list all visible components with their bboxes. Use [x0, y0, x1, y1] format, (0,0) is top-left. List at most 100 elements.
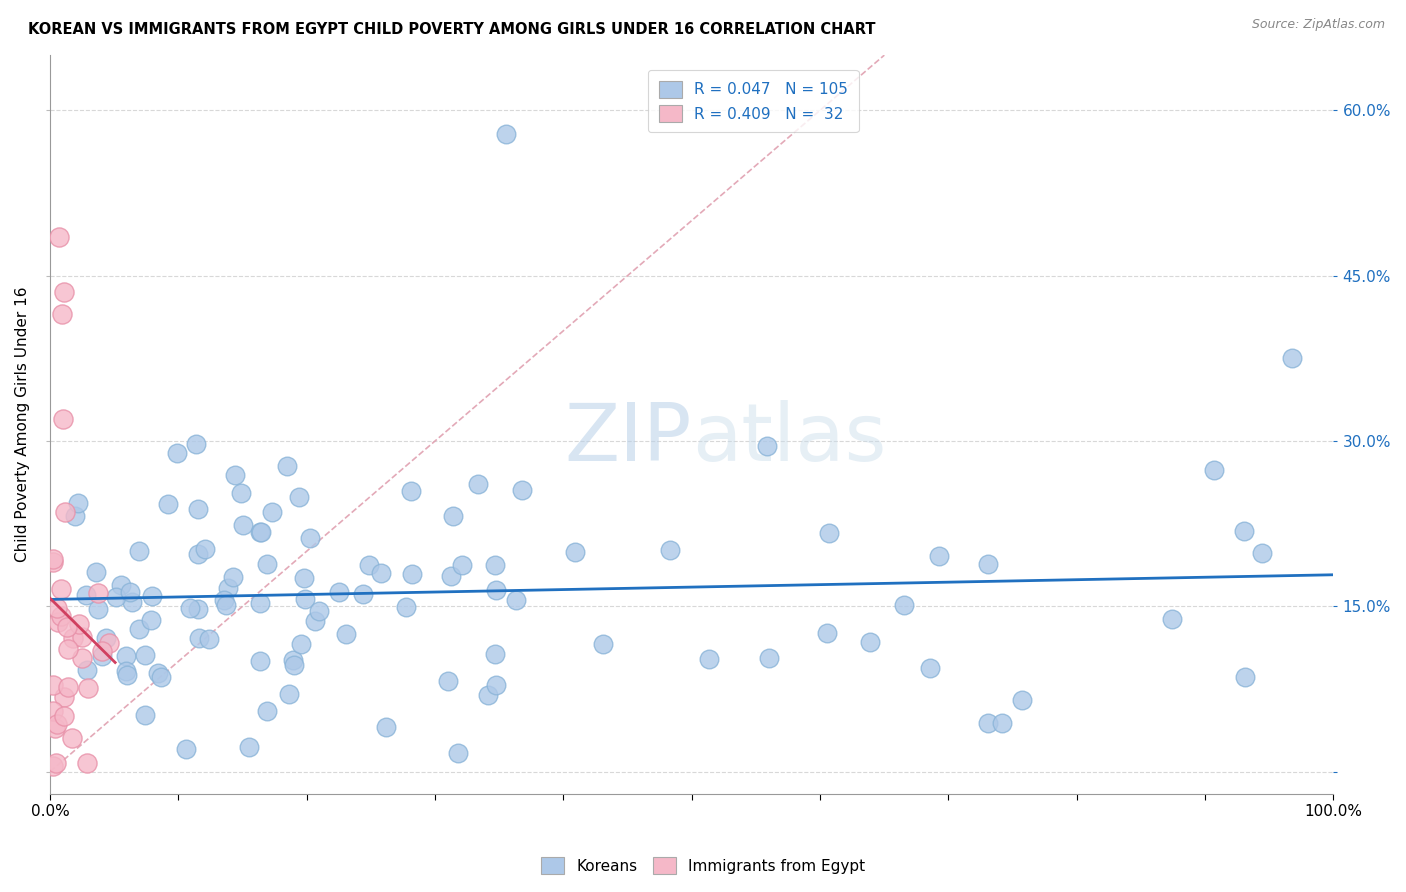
- Point: [49, 608, 72, 623]
- Point: [60, 731, 83, 746]
- Point: [87, 601, 110, 615]
- Y-axis label: Child Poverty Among Girls Under 16: Child Poverty Among Girls Under 16: [15, 286, 30, 562]
- Point: [90, 648, 112, 663]
- Point: [484, 558, 506, 572]
- Point: [249, 524, 271, 539]
- Point: [374, 720, 396, 734]
- Point: [440, 569, 463, 583]
- Point: [352, 587, 374, 601]
- Point: [1160, 611, 1182, 625]
- Point: [104, 591, 127, 605]
- Point: [150, 670, 173, 684]
- Point: [249, 525, 271, 540]
- Point: [187, 502, 209, 516]
- Point: [1232, 524, 1254, 538]
- Point: [41, 555, 63, 569]
- Point: [53, 690, 76, 704]
- Point: [564, 544, 586, 558]
- Point: [928, 549, 950, 563]
- Point: [222, 570, 245, 584]
- Point: [46, 615, 69, 630]
- Point: [485, 582, 508, 597]
- Point: [198, 632, 221, 646]
- Point: [110, 577, 132, 591]
- Point: [249, 596, 271, 610]
- Point: [115, 668, 138, 682]
- Point: [141, 589, 163, 603]
- Point: [893, 598, 915, 612]
- Point: [304, 615, 326, 629]
- Legend: R = 0.047   N = 105, R = 0.409   N =  32: R = 0.047 N = 105, R = 0.409 N = 32: [648, 70, 859, 133]
- Point: [699, 651, 721, 665]
- Point: [485, 678, 508, 692]
- Point: [294, 591, 316, 606]
- Point: [67, 617, 90, 632]
- Point: [56, 641, 79, 656]
- Point: [212, 593, 235, 607]
- Point: [256, 704, 278, 718]
- Point: [238, 739, 260, 754]
- Point: [281, 653, 304, 667]
- Point: [1250, 546, 1272, 560]
- Text: atlas: atlas: [692, 401, 886, 478]
- Point: [328, 585, 350, 599]
- Point: [75, 589, 97, 603]
- Point: [249, 654, 271, 668]
- Point: [51, 307, 73, 321]
- Text: ZIP: ZIP: [564, 401, 692, 478]
- Point: [62, 631, 84, 645]
- Point: [179, 601, 201, 615]
- Point: [335, 627, 357, 641]
- Point: [128, 623, 150, 637]
- Point: [467, 477, 489, 491]
- Point: [97, 636, 120, 650]
- Point: [276, 459, 298, 474]
- Point: [260, 505, 283, 519]
- Point: [94, 632, 117, 646]
- Point: [121, 595, 143, 609]
- Point: [56, 680, 79, 694]
- Point: [758, 650, 780, 665]
- Point: [859, 635, 882, 649]
- Point: [134, 648, 156, 662]
- Point: [44, 721, 66, 735]
- Point: [976, 557, 998, 571]
- Point: [401, 483, 423, 498]
- Point: [52, 709, 75, 723]
- Text: Source: ZipAtlas.com: Source: ZipAtlas.com: [1251, 18, 1385, 31]
- Point: [990, 715, 1012, 730]
- Point: [118, 585, 141, 599]
- Point: [977, 716, 1000, 731]
- Point: [148, 665, 170, 680]
- Point: [45, 601, 67, 615]
- Point: [87, 586, 110, 600]
- Point: [1281, 351, 1303, 366]
- Point: [592, 637, 614, 651]
- Point: [510, 483, 533, 497]
- Point: [187, 602, 209, 616]
- Point: [918, 661, 941, 675]
- Point: [756, 440, 779, 454]
- Point: [231, 486, 253, 500]
- Point: [505, 592, 527, 607]
- Point: [451, 558, 474, 573]
- Point: [134, 708, 156, 723]
- Point: [45, 717, 67, 731]
- Point: [45, 756, 67, 770]
- Point: [477, 688, 499, 702]
- Point: [187, 548, 209, 562]
- Point: [84, 565, 107, 579]
- Point: [70, 630, 93, 644]
- Point: [215, 598, 238, 612]
- Point: [91, 644, 114, 658]
- Point: [1202, 462, 1225, 476]
- Point: [76, 756, 98, 770]
- Point: [114, 665, 136, 679]
- Point: [232, 517, 254, 532]
- Point: [157, 497, 180, 511]
- Point: [41, 759, 63, 773]
- Point: [447, 746, 470, 760]
- Point: [63, 509, 86, 524]
- Point: [49, 582, 72, 597]
- Point: [55, 505, 77, 519]
